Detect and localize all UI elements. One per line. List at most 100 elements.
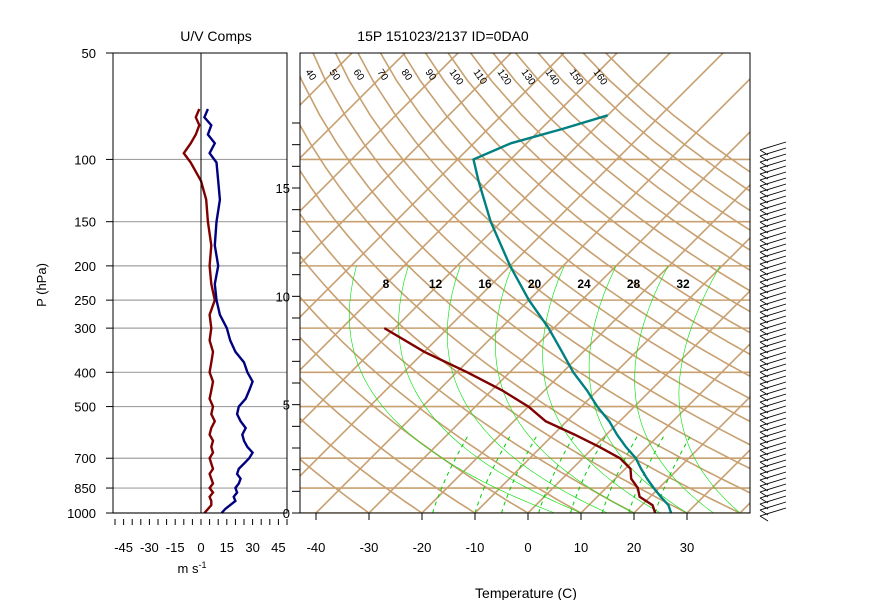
uv-ytick-label: 1000: [67, 506, 96, 521]
wind-barb: [759, 501, 787, 511]
temperature-tick-label: -30: [360, 540, 379, 555]
uv-frame: [112, 52, 288, 514]
wind-barb: [759, 207, 787, 217]
v-component-line: [203, 108, 255, 514]
dew-point-profile: [383, 327, 657, 513]
uv-series: [182, 108, 255, 514]
temperature-tick-label: 30: [680, 540, 694, 555]
mixing-ratio-labels: 8 12 16 20 24 28 32: [383, 277, 690, 291]
wind-barb: [759, 357, 787, 367]
skewt-series: [383, 114, 673, 513]
wind-barb: [759, 405, 787, 415]
wind-barb: [759, 363, 787, 373]
mixing-ratio-line: [628, 434, 666, 513]
mixing-ratio-label: 24: [577, 277, 591, 291]
wind-barb: [759, 237, 787, 247]
uv-ytick-label: 500: [74, 400, 96, 415]
dry-adiabat: [300, 376, 477, 513]
uv-xaxis: -45 -30 -15 0 15 30 45: [114, 519, 288, 555]
wind-barb: [759, 231, 787, 241]
wind-barb: [759, 225, 787, 235]
isotherm-label: 80: [399, 67, 415, 83]
wind-barb: [759, 441, 787, 451]
uv-title: U/V Comps: [180, 28, 252, 44]
mixing-ratio-label: 28: [627, 277, 641, 291]
isotherm: [300, 53, 618, 372]
temperature-tick-label: -20: [413, 540, 432, 555]
wind-barb: [759, 483, 787, 493]
isotherm: [300, 53, 512, 266]
mixing-ratio-label: 32: [676, 277, 690, 291]
uv-ytick-label: 700: [74, 451, 96, 466]
wind-barb: [759, 345, 787, 355]
uv-xtick-label: 15: [220, 540, 234, 555]
wind-barb: [759, 321, 787, 331]
dry-adiabat: [424, 53, 750, 334]
uv-ytick-label: 850: [74, 481, 96, 496]
dry-adiabat: [447, 53, 750, 313]
moist-adiabat: [542, 265, 661, 513]
wind-barb: [759, 219, 787, 229]
wind-barb: [759, 261, 787, 271]
wind-barb: [759, 291, 787, 301]
uv-xtick-label: -45: [114, 540, 133, 555]
isotherm-label: 60: [351, 67, 367, 83]
isotherm: [474, 236, 750, 513]
mixing-ratio-label: 16: [478, 277, 492, 291]
isotherm: [686, 448, 750, 513]
dry-adiabat: [469, 53, 750, 292]
wind-barb: [759, 477, 787, 487]
wind-barb: [759, 447, 787, 457]
temperature-axis: -40 -30 -20 -10 0 10 20 30: [307, 513, 694, 555]
uv-ytick-label: 250: [74, 293, 96, 308]
dry-adiabat: [300, 123, 750, 494]
mixing-ratio-label: 20: [528, 277, 542, 291]
wind-barb: [759, 465, 787, 475]
mixing-ratio-line: [432, 434, 470, 513]
wind-barb: [759, 213, 787, 223]
mixing-ratio-line: [538, 434, 576, 513]
temperature-tick-label: 0: [524, 540, 531, 555]
moist-adiabat: [494, 265, 635, 513]
wind-barb: [759, 153, 787, 163]
skewt-xlabel: Temperature (C): [475, 585, 577, 600]
wind-barb: [759, 243, 787, 253]
uv-xlabel: m s-1: [178, 560, 207, 576]
dry-adiabat: [402, 53, 750, 356]
dry-adiabat: [300, 417, 424, 513]
mixing-ratio-label: 8: [383, 277, 390, 291]
dry-adiabat: [357, 53, 750, 400]
uv-ytick-label: 150: [74, 215, 96, 230]
uv-xtick-label: -30: [140, 540, 159, 555]
dry-adiabat: [559, 53, 750, 212]
isotherm-label: 140: [543, 67, 562, 87]
temperature-tick-label: -40: [307, 540, 326, 555]
wind-barb: [759, 471, 787, 481]
temperature-tick-label: -10: [466, 540, 485, 555]
isotherm: [0, 53, 193, 513]
isotherm-label: 50: [327, 67, 343, 83]
dry-adiabat: [312, 53, 750, 446]
wind-barb-flag: [759, 515, 769, 522]
wind-barb: [759, 417, 787, 427]
moist-adiabat: [634, 265, 714, 513]
wind-barb: [759, 387, 787, 397]
mixing-ratio-label: 12: [429, 277, 443, 291]
dry-adiabat: [300, 212, 689, 513]
isotherm: [580, 342, 750, 513]
wind-barb: [759, 459, 787, 469]
isotherm-label: 130: [519, 67, 538, 87]
temperature-profile: [472, 114, 673, 513]
wind-barb: [759, 285, 787, 295]
wind-barb: [759, 147, 787, 157]
uv-ytick-label: 100: [74, 152, 96, 167]
wind-barb: [759, 393, 787, 403]
wind-barb: [759, 381, 787, 391]
uv-xtick-label: 0: [197, 540, 204, 555]
dry-adiabat: [300, 458, 371, 513]
moist-adiabat: [398, 265, 582, 513]
uv-yaxis: 50 100 150 200 250 300 400 500 700 850 1000: [67, 46, 113, 521]
mixing-ratio-line: [474, 434, 512, 513]
isotherm: [0, 53, 140, 513]
